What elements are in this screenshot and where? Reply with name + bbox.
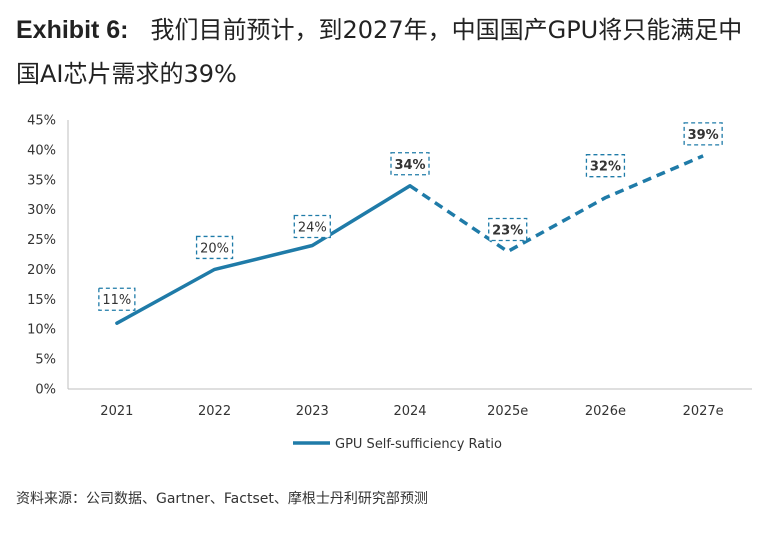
data-label: 32% — [590, 160, 621, 175]
data-label-box — [390, 152, 430, 176]
y-tick-label: 30% — [27, 203, 56, 218]
data-label-box — [98, 287, 136, 311]
data-label-box — [585, 154, 626, 178]
source-note: 资料来源：公司数据、Gartner、Factset、摩根士丹利研究部预测 — [16, 491, 428, 507]
x-tick-label: 2026e — [585, 404, 626, 419]
data-label-box — [683, 122, 723, 146]
data-label-box — [488, 217, 528, 242]
series-line-forecast — [409, 154, 704, 254]
y-tick-label: 0% — [35, 383, 56, 398]
title-text: 我们目前预计，到2027年，中国国产GPU将只能满足中国AI芯片需求的39% — [16, 16, 743, 88]
y-tick-label: 15% — [27, 293, 56, 308]
data-label: 24% — [298, 221, 327, 236]
y-tick-label: 25% — [27, 233, 56, 248]
y-tick-label: 35% — [27, 173, 56, 188]
line-chart: 0% 5% 10% 15% 20% 25% 30% 35% 40% 45% 2021 2022 2023… — [27, 114, 752, 452]
x-tick-label: 2024 — [393, 404, 426, 419]
x-tick-label: 2022 — [198, 404, 231, 419]
chart-title: Exhibit 6: 我们目前预计，到2027年，中国国产GPU将只能满足中国AI… — [16, 8, 756, 96]
data-label: 39% — [688, 128, 719, 143]
exhibit-label: Exhibit 6: — [16, 16, 129, 44]
y-tick-label: 5% — [35, 353, 56, 368]
data-label: 34% — [394, 158, 425, 173]
x-tick-label: 2025e — [487, 404, 528, 419]
x-tick-label: 2021 — [100, 404, 133, 419]
data-label: 20% — [200, 241, 229, 256]
data-label-box — [195, 235, 234, 260]
y-tick-label: 20% — [27, 263, 56, 278]
y-tick-label: 10% — [27, 323, 56, 338]
x-tick-label: 2023 — [296, 404, 329, 419]
series-line-actual — [115, 184, 412, 325]
data-label: 23% — [492, 224, 523, 239]
legend-label: GPU Self-sufficiency Ratio — [335, 437, 502, 452]
y-tick-label: 40% — [27, 143, 56, 158]
x-tick-label: 2027e — [683, 404, 724, 419]
data-label: 11% — [102, 293, 131, 308]
data-label-box — [293, 214, 331, 239]
y-tick-label: 45% — [27, 114, 56, 129]
